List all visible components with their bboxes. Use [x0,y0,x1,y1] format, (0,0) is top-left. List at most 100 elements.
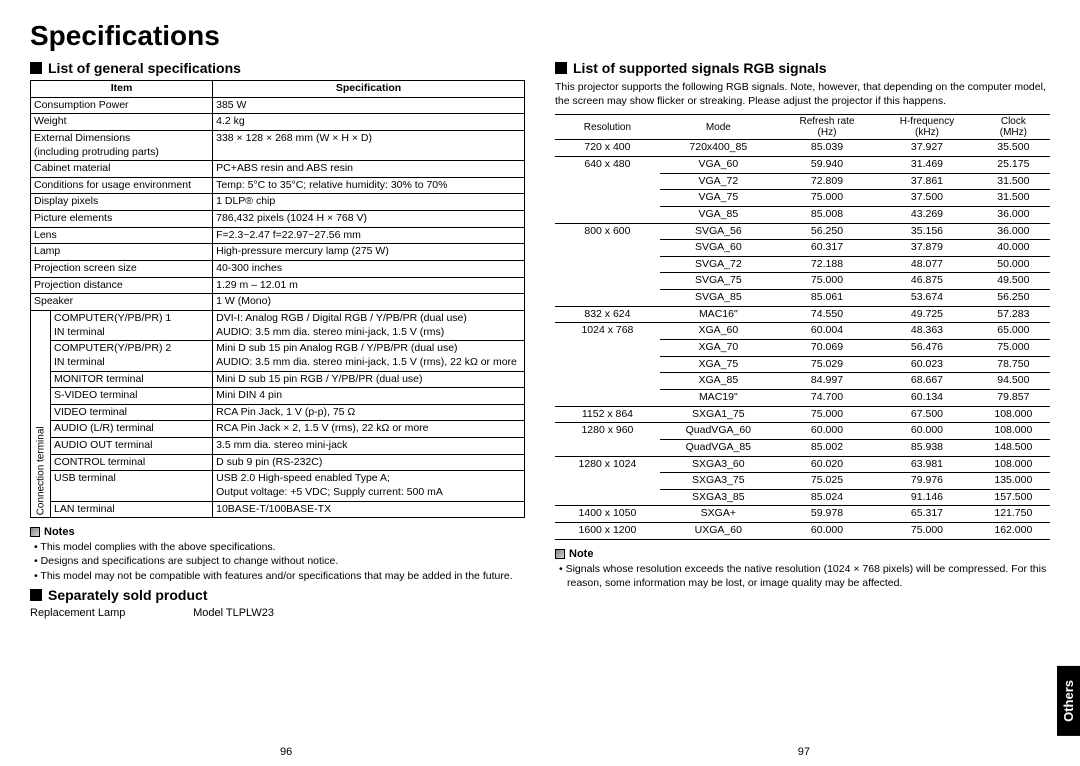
spec-value: 3.5 mm dia. stereo mini-jack [213,438,525,455]
rgb-resolution: 1024 x 768 [555,323,660,406]
rgb-th: Mode [660,115,777,140]
rgb-cell: 56.250 [977,290,1050,307]
rgb-cell: 108.000 [977,423,1050,440]
rgb-cell: 59.940 [777,156,877,173]
spec-value: 338 × 128 × 268 mm (W × H × D) [213,130,525,160]
rgb-cell: 60.134 [877,389,977,406]
rgb-cell: SXGA3_75 [660,473,777,490]
spec-item: COMPUTER(Y/PB/PR) 1IN terminal [51,310,213,340]
rgb-th: H-frequency(kHz) [877,115,977,140]
rgb-cell: 75.000 [977,340,1050,357]
rgb-cell: 157.500 [977,489,1050,506]
rgb-cell: 65.317 [877,506,977,523]
page-title: Specifications [30,20,525,52]
spec-value: 385 W [213,97,525,114]
rgb-cell: QuadVGA_60 [660,423,777,440]
rgb-cell: 72.188 [777,256,877,273]
rgb-cell: 94.500 [977,373,1050,390]
rgb-cell: SVGA_85 [660,290,777,307]
notes-heading: Notes [30,526,525,538]
spec-value: F=2.3~2.47 f=22.97~27.56 mm [213,227,525,244]
spec-item: Consumption Power [31,97,213,114]
spec-value: Mini DIN 4 pin [213,388,525,405]
rgb-cell: 108.000 [977,406,1050,423]
spec-value: DVI-I: Analog RGB / Digital RGB / Y/PB/P… [213,310,525,340]
rgb-cell: MAC19" [660,389,777,406]
spec-value: 4.2 kg [213,114,525,131]
rgb-cell: 31.469 [877,156,977,173]
rgb-resolution: 1400 x 1050 [555,506,660,523]
rgb-heading: List of supported signals RGB signals [555,60,1050,76]
spec-item: LAN terminal [51,501,213,518]
rgb-cell: 57.283 [977,306,1050,323]
spec-value: D sub 9 pin (RS-232C) [213,454,525,471]
rgb-cell: 148.500 [977,439,1050,456]
rgb-cell: 56.476 [877,340,977,357]
right-column: List of supported signals RGB signals Th… [555,20,1050,619]
spec-value: Temp: 5°C to 35°C; relative humidity: 30… [213,177,525,194]
spec-value: RCA Pin Jack × 2, 1.5 V (rms), 22 kΩ or … [213,421,525,438]
spec-value: 786,432 pixels (1024 H × 768 V) [213,211,525,228]
th-spec: Specification [213,81,525,98]
spec-item: Lens [31,227,213,244]
rgb-cell: 72.809 [777,173,877,190]
spec-item: Projection distance [31,277,213,294]
rgb-th: Clock(MHz) [977,115,1050,140]
rgb-cell: UXGA_60 [660,523,777,540]
rgb-cell: 121.750 [977,506,1050,523]
rgb-cell: 48.363 [877,323,977,340]
rgb-cell: VGA_75 [660,190,777,207]
rgb-resolution: 640 x 480 [555,156,660,223]
rgb-cell: SVGA_72 [660,256,777,273]
spec-item: S-VIDEO terminal [51,388,213,405]
rgb-cell: 75.000 [877,523,977,540]
rgb-cell: 91.146 [877,489,977,506]
rgb-cell: 75.000 [777,190,877,207]
rgb-cell: 46.875 [877,273,977,290]
spec-value: 1 DLP® chip [213,194,525,211]
rgb-cell: 36.000 [977,223,1050,240]
rgb-cell: 48.077 [877,256,977,273]
spec-item: VIDEO terminal [51,404,213,421]
spec-item: Conditions for usage environment [31,177,213,194]
rgb-cell: 63.981 [877,456,977,473]
rgb-cell: 60.020 [777,456,877,473]
separately-sold-product: Replacement Lamp Model TLPLW23 [30,607,525,619]
note-item: Designs and specifications are subject t… [30,554,525,568]
general-spec-heading: List of general specifications [30,60,525,76]
rgb-cell: 56.250 [777,223,877,240]
spec-item: AUDIO OUT terminal [51,438,213,455]
rgb-cell: 49.500 [977,273,1050,290]
side-tab-others: Others [1057,666,1080,736]
rgb-cell: 31.500 [977,190,1050,207]
rgb-cell: 720x400_85 [660,140,777,157]
rgb-cell: SVGA_60 [660,240,777,257]
sep-item: Replacement Lamp [30,607,190,619]
rgb-cell: 108.000 [977,456,1050,473]
rgb-cell: 25.175 [977,156,1050,173]
rgb-cell: 74.700 [777,389,877,406]
spec-item: USB terminal [51,471,213,501]
spec-item: External Dimensions(including protruding… [31,130,213,160]
rgb-cell: 85.008 [777,206,877,223]
rgb-cell: VGA_72 [660,173,777,190]
rgb-cell: XGA_75 [660,356,777,373]
rgb-resolution: 800 x 600 [555,223,660,306]
rgb-cell: SXGA3_85 [660,489,777,506]
rgb-cell: MAC16" [660,306,777,323]
rgb-cell: 60.000 [777,423,877,440]
rgb-cell: QuadVGA_85 [660,439,777,456]
rgb-cell: 60.317 [777,240,877,257]
rgb-cell: 35.156 [877,223,977,240]
rgb-cell: 85.039 [777,140,877,157]
note-item: This model may not be compatible with fe… [30,569,525,583]
spec-value: 10BASE-T/100BASE-TX [213,501,525,518]
rgb-cell: XGA_70 [660,340,777,357]
rgb-cell: 36.000 [977,206,1050,223]
rgb-cell: 162.000 [977,523,1050,540]
rgb-th: Refresh rate(Hz) [777,115,877,140]
rgb-cell: 65.000 [977,323,1050,340]
separately-sold-heading: Separately sold product [30,587,525,603]
rgb-cell: 37.879 [877,240,977,257]
note-item: This model complies with the above speci… [30,540,525,554]
